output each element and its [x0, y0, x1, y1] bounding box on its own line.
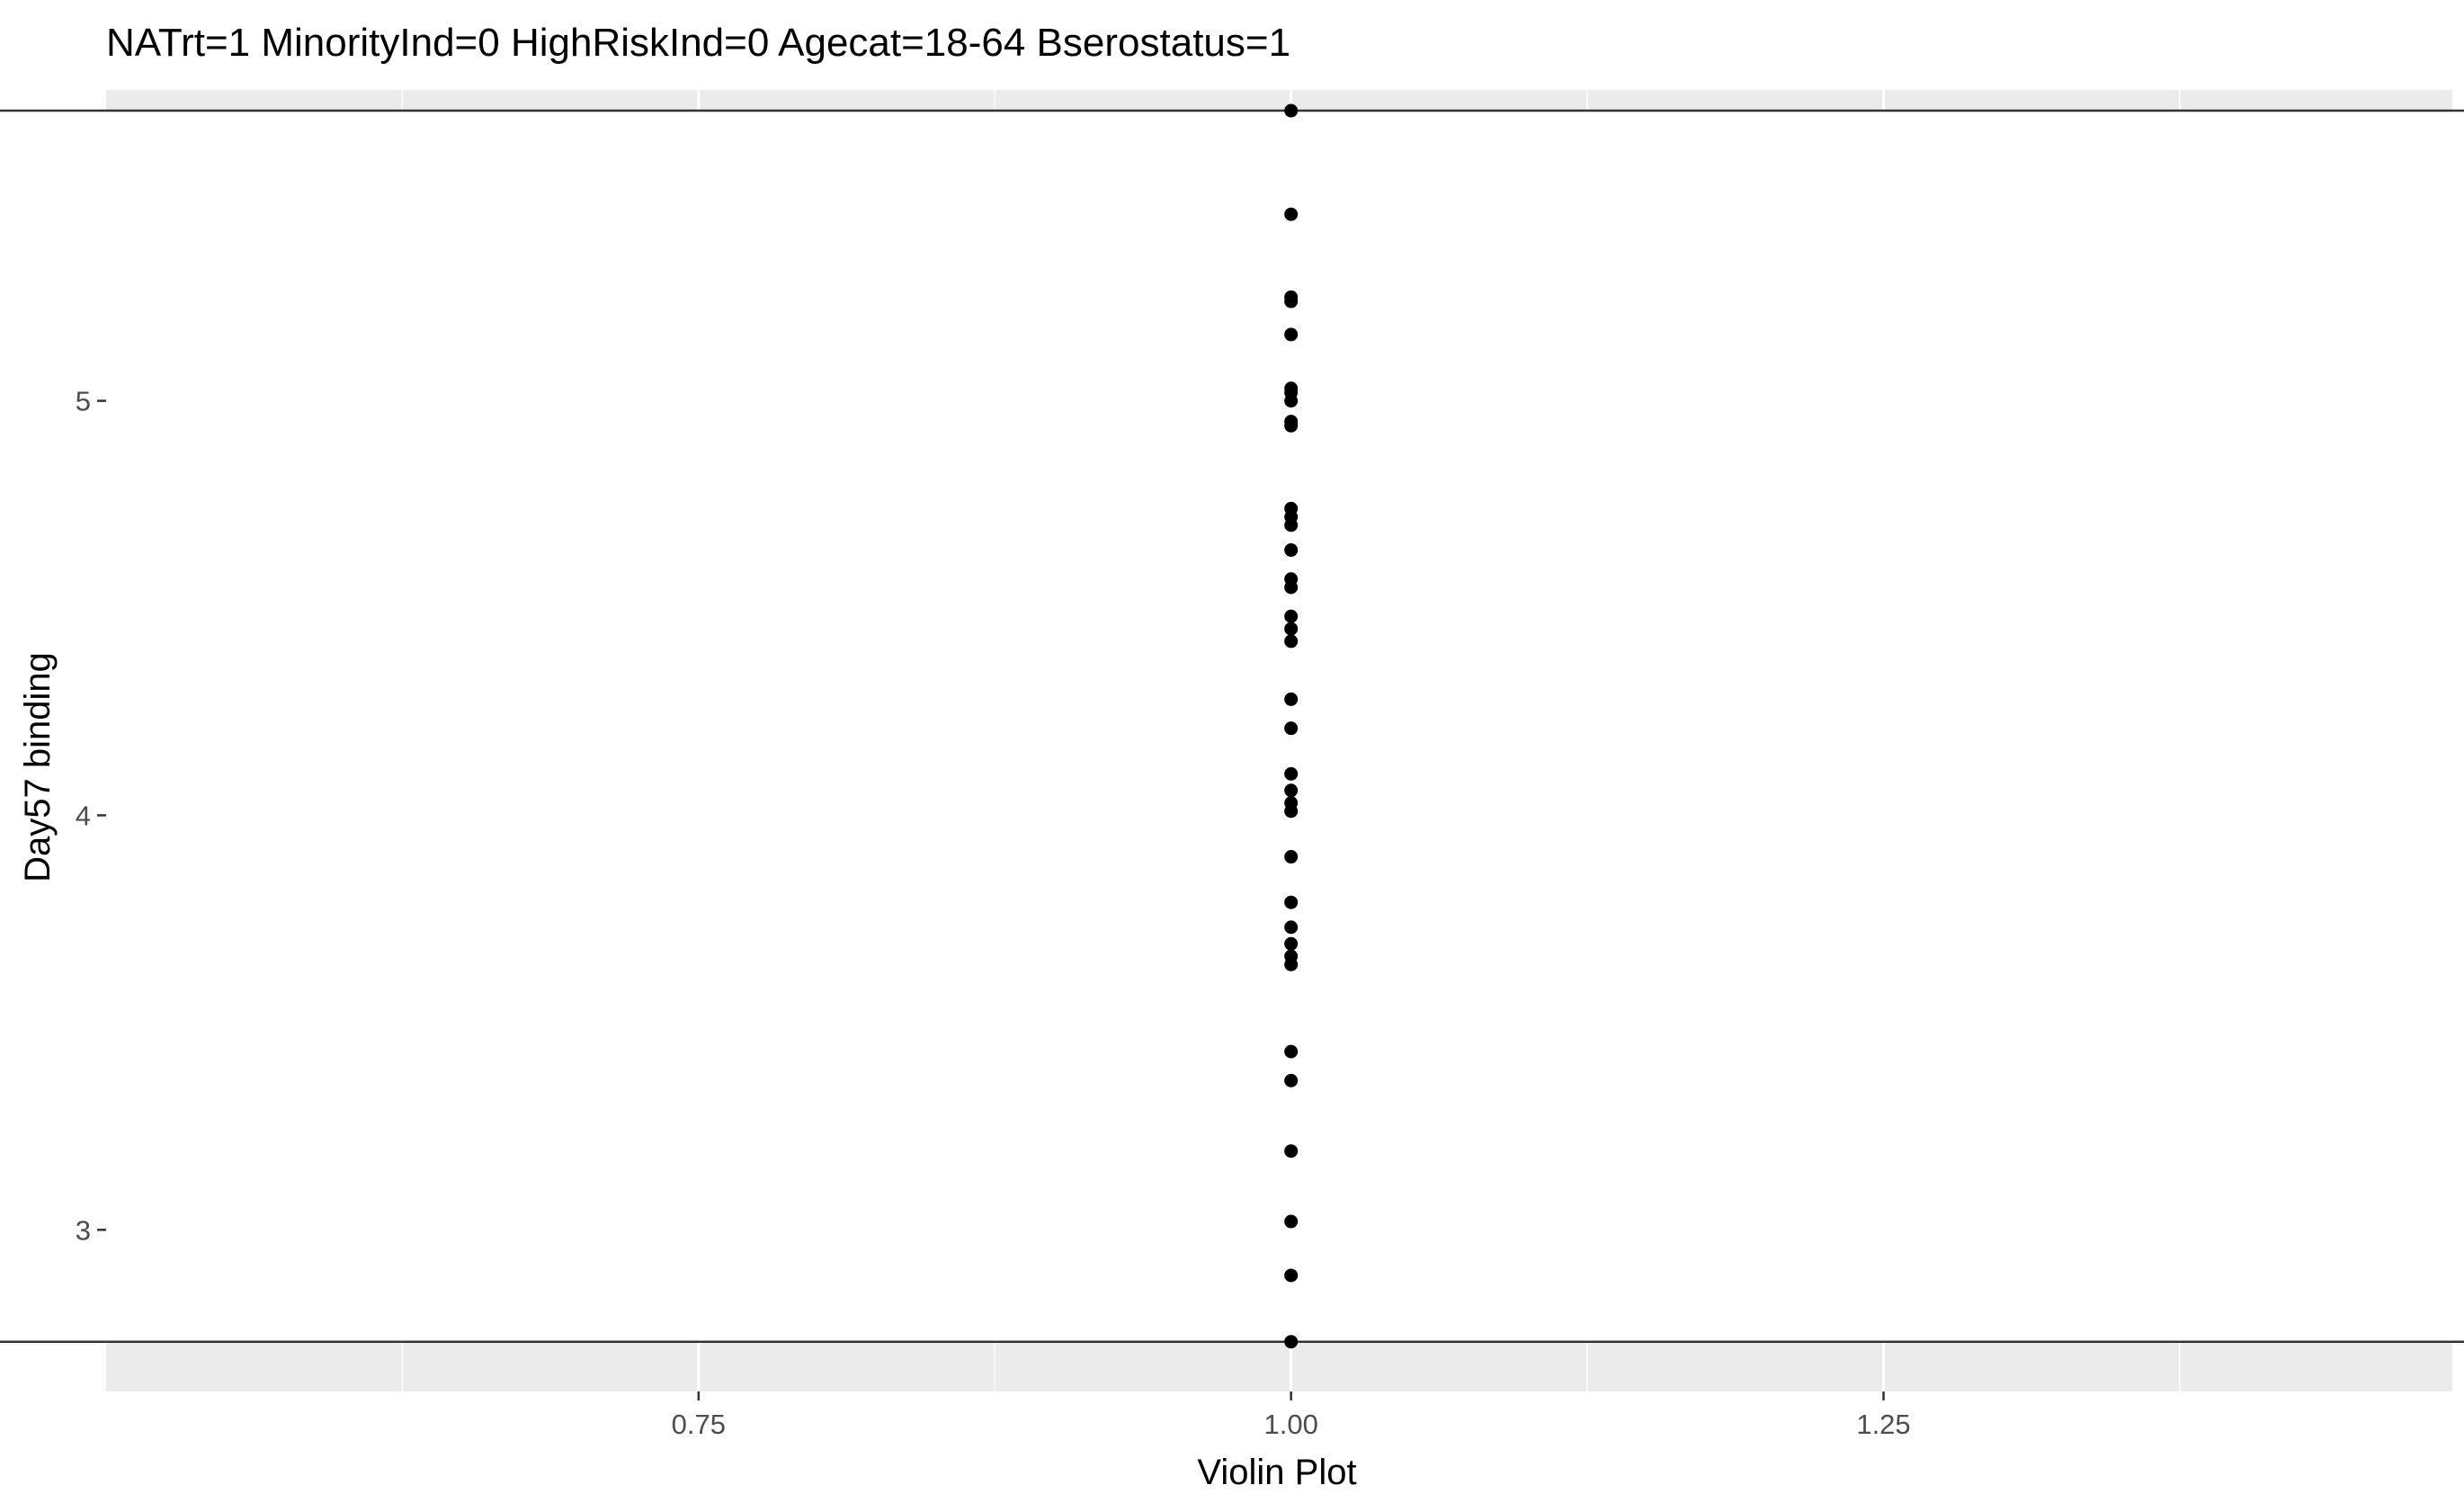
data-point-24: [1284, 804, 1299, 819]
data-point-28: [1284, 936, 1299, 951]
data-point-12: [1284, 518, 1299, 532]
data-point-20: [1284, 721, 1299, 736]
data-point-18: [1284, 634, 1299, 649]
x-axis-title: Violin Plot: [1197, 1453, 1356, 1492]
data-point-31: [1284, 1044, 1299, 1059]
x-tick-label-2: 1.25: [1856, 1409, 1910, 1440]
violin-shape: [0, 109, 2464, 1343]
data-point-36: [1284, 1335, 1299, 1349]
y-tick-label-1: 4: [76, 800, 91, 831]
data-point-19: [1284, 692, 1299, 706]
data-point-33: [1284, 1144, 1299, 1159]
data-point-0: [1284, 103, 1299, 118]
data-point-17: [1284, 622, 1299, 636]
data-point-26: [1284, 895, 1299, 909]
data-point-35: [1284, 1268, 1299, 1283]
data-point-27: [1284, 920, 1299, 935]
chart-title: NATrt=1 MinorityInd=0 HighRiskInd=0 Agec…: [106, 21, 1290, 65]
y-tick-label-2: 5: [76, 386, 91, 417]
y-tick-label-0: 3: [76, 1214, 91, 1246]
y-axis-title: Day57 binding: [18, 652, 58, 882]
data-point-9: [1284, 418, 1299, 433]
data-point-21: [1284, 766, 1299, 781]
data-point-32: [1284, 1073, 1299, 1087]
data-point-3: [1284, 294, 1299, 309]
data-point-15: [1284, 580, 1299, 595]
data-point-25: [1284, 850, 1299, 864]
data-point-1: [1284, 207, 1299, 221]
data-point-30: [1284, 957, 1299, 971]
y-axis: 3 4 5: [76, 386, 106, 1246]
data-point-7: [1284, 394, 1299, 408]
data-point-13: [1284, 543, 1299, 558]
data-points: [1284, 103, 1299, 1349]
data-point-4: [1284, 327, 1299, 342]
data-point-34: [1284, 1214, 1299, 1229]
data-point-22: [1284, 783, 1299, 798]
x-tick-label-1: 1.00: [1264, 1409, 1318, 1440]
x-axis: 0.75 1.00 1.25: [672, 1391, 1911, 1440]
x-tick-label-0: 0.75: [672, 1409, 726, 1440]
data-point-16: [1284, 609, 1299, 623]
